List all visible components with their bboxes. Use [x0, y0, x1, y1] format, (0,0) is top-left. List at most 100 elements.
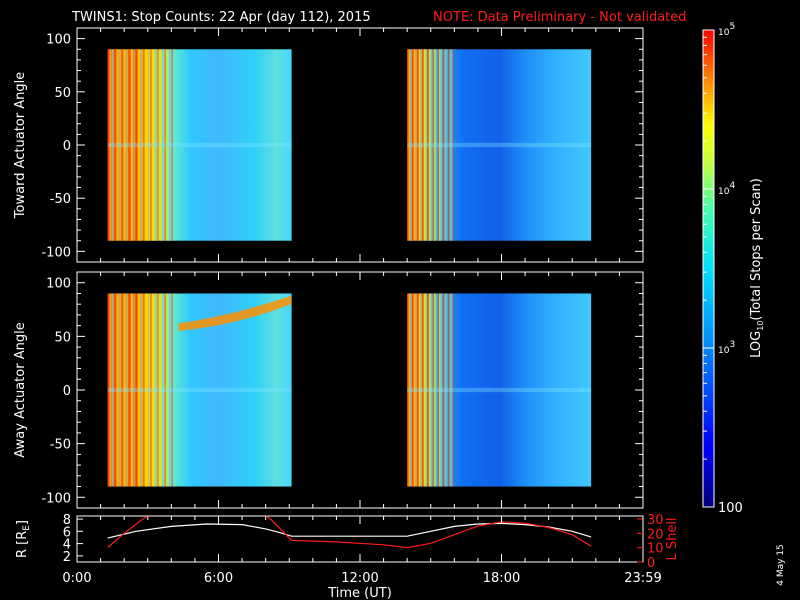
heatmap-stripe — [114, 49, 116, 241]
heatmap-stripe — [415, 293, 417, 487]
heatmap-stripe — [444, 293, 446, 487]
heatmap-stripe — [426, 49, 429, 241]
heatmap-stripe — [438, 293, 441, 487]
heatmap-stripe — [121, 49, 123, 241]
heatmap-stripe — [416, 49, 419, 241]
heatmap-stripe — [152, 293, 154, 487]
y-tick-label: 100 — [46, 33, 71, 48]
heatmap-stripe — [433, 49, 436, 241]
x-tick-label: 23:59 — [624, 571, 661, 586]
heatmap-stripe — [428, 293, 431, 487]
orbit-left-tick-label: 8 — [63, 513, 71, 528]
heatmap-stripe — [171, 49, 173, 241]
x-tick-label: 18:00 — [483, 571, 520, 586]
orbit-right-tick-label: 10 — [647, 542, 664, 557]
heatmap-stripe — [433, 293, 436, 487]
heatmap-stripe — [135, 49, 137, 241]
heatmap-stripe — [107, 293, 110, 487]
heatmap-stripe — [423, 49, 426, 241]
y-tick-label: -50 — [50, 192, 71, 207]
heatmap-stripe — [442, 49, 445, 241]
heatmap-stripe — [157, 293, 159, 487]
heatmap-stripe — [161, 49, 164, 241]
heatmap-stripe — [416, 293, 419, 487]
heatmap-stripe — [130, 293, 133, 487]
heatmap-stripe — [415, 49, 417, 241]
footer-date: 4 May 15 — [776, 544, 786, 586]
heatmap-zero-band — [407, 387, 592, 393]
x-tick-label: 12:00 — [341, 571, 378, 586]
heatmap-stripe — [147, 293, 150, 487]
y-tick-label: -100 — [41, 491, 71, 506]
heatmap-stripe — [435, 49, 438, 241]
heatmap-stripe — [437, 49, 440, 241]
heatmap-stripe — [407, 49, 409, 241]
heatmap-stripe — [166, 49, 169, 241]
heatmap-stripe — [418, 49, 421, 241]
orbit-left-tick-label: 2 — [63, 550, 71, 565]
colorbar-tick-label: 100 — [718, 501, 743, 516]
heatmap-stripe — [159, 49, 162, 241]
heatmap-stripe — [143, 293, 145, 487]
heatmap-stripe — [128, 49, 130, 241]
orbit-right-tick-label: 30 — [647, 513, 664, 528]
heatmap-stripe — [137, 293, 140, 487]
heatmap-stripe — [116, 293, 119, 487]
heatmap-stripe — [450, 293, 453, 487]
heatmap-stripe — [168, 49, 171, 241]
heatmap-stripe — [445, 293, 448, 487]
heatmap-stripe — [119, 49, 121, 241]
y-tick-label: 100 — [46, 277, 71, 292]
heatmap-stripe — [140, 293, 142, 487]
heatmap-stripe — [411, 293, 414, 487]
heatmap-stripe — [437, 293, 440, 487]
heatmap-stripe — [159, 293, 162, 487]
heatmap-stripe — [408, 49, 411, 241]
heatmap-stripe — [126, 49, 128, 241]
y-tick-label: 0 — [63, 384, 71, 399]
y-axis-label: Away Actuator Angle — [13, 322, 28, 457]
heatmap-stripe — [432, 293, 434, 487]
heatmap-streak — [178, 295, 292, 331]
heatmap-stripe — [452, 293, 455, 487]
heatmap-stripe — [164, 293, 166, 487]
y-axis-label: Toward Actuator Angle — [13, 72, 28, 219]
orbit-left-tick-label: 4 — [63, 538, 71, 553]
heatmap-stripe — [442, 293, 445, 487]
heatmap-stripe — [123, 293, 126, 487]
heatmap-stripe — [425, 49, 428, 241]
heatmap-stripe — [145, 49, 147, 241]
colorbar-tick-label: 103 — [718, 340, 735, 356]
heatmap-stripe — [133, 293, 135, 487]
y-tick-label: 0 — [63, 139, 71, 154]
heatmap-stripe — [447, 49, 450, 241]
heatmap-stripe — [111, 293, 114, 487]
heatmap-stripe — [420, 293, 423, 487]
orbit-left-label: R [RE] — [15, 520, 32, 558]
heatmap-stripe — [168, 293, 171, 487]
heatmap-stripe — [413, 49, 416, 241]
heatmap-stripe — [420, 49, 423, 241]
heatmap-stripe — [154, 293, 157, 487]
heatmap-zero-band — [407, 142, 592, 148]
heatmap-stripe — [128, 293, 130, 487]
heatmap-zero-band — [107, 387, 292, 393]
heatmap-panel-away: 100 50 0 -50 -100 Away Actuator Angle — [13, 271, 644, 509]
colorbar: 105 104 103 100 LOG10(Total Stops per Scan) — [702, 22, 765, 516]
colorbar-label: LOG10(Total Stops per Scan) — [749, 178, 765, 358]
heatmap-stripe — [123, 49, 126, 241]
heatmap-stripe — [161, 293, 164, 487]
heatmap-stripe — [411, 49, 414, 241]
heatmap-stripe — [147, 49, 150, 241]
y-tick-label: 50 — [54, 330, 71, 345]
heatmap-stripe — [135, 293, 137, 487]
heatmap-stripe — [145, 293, 147, 487]
heatmap-stripe — [109, 293, 112, 487]
colorbar-tick-label: 105 — [718, 22, 735, 38]
heatmap-stripe — [425, 293, 428, 487]
heatmap-stripe — [111, 49, 114, 241]
r-distance-line — [107, 522, 592, 539]
orbit-right-tick-label: 20 — [647, 527, 664, 542]
